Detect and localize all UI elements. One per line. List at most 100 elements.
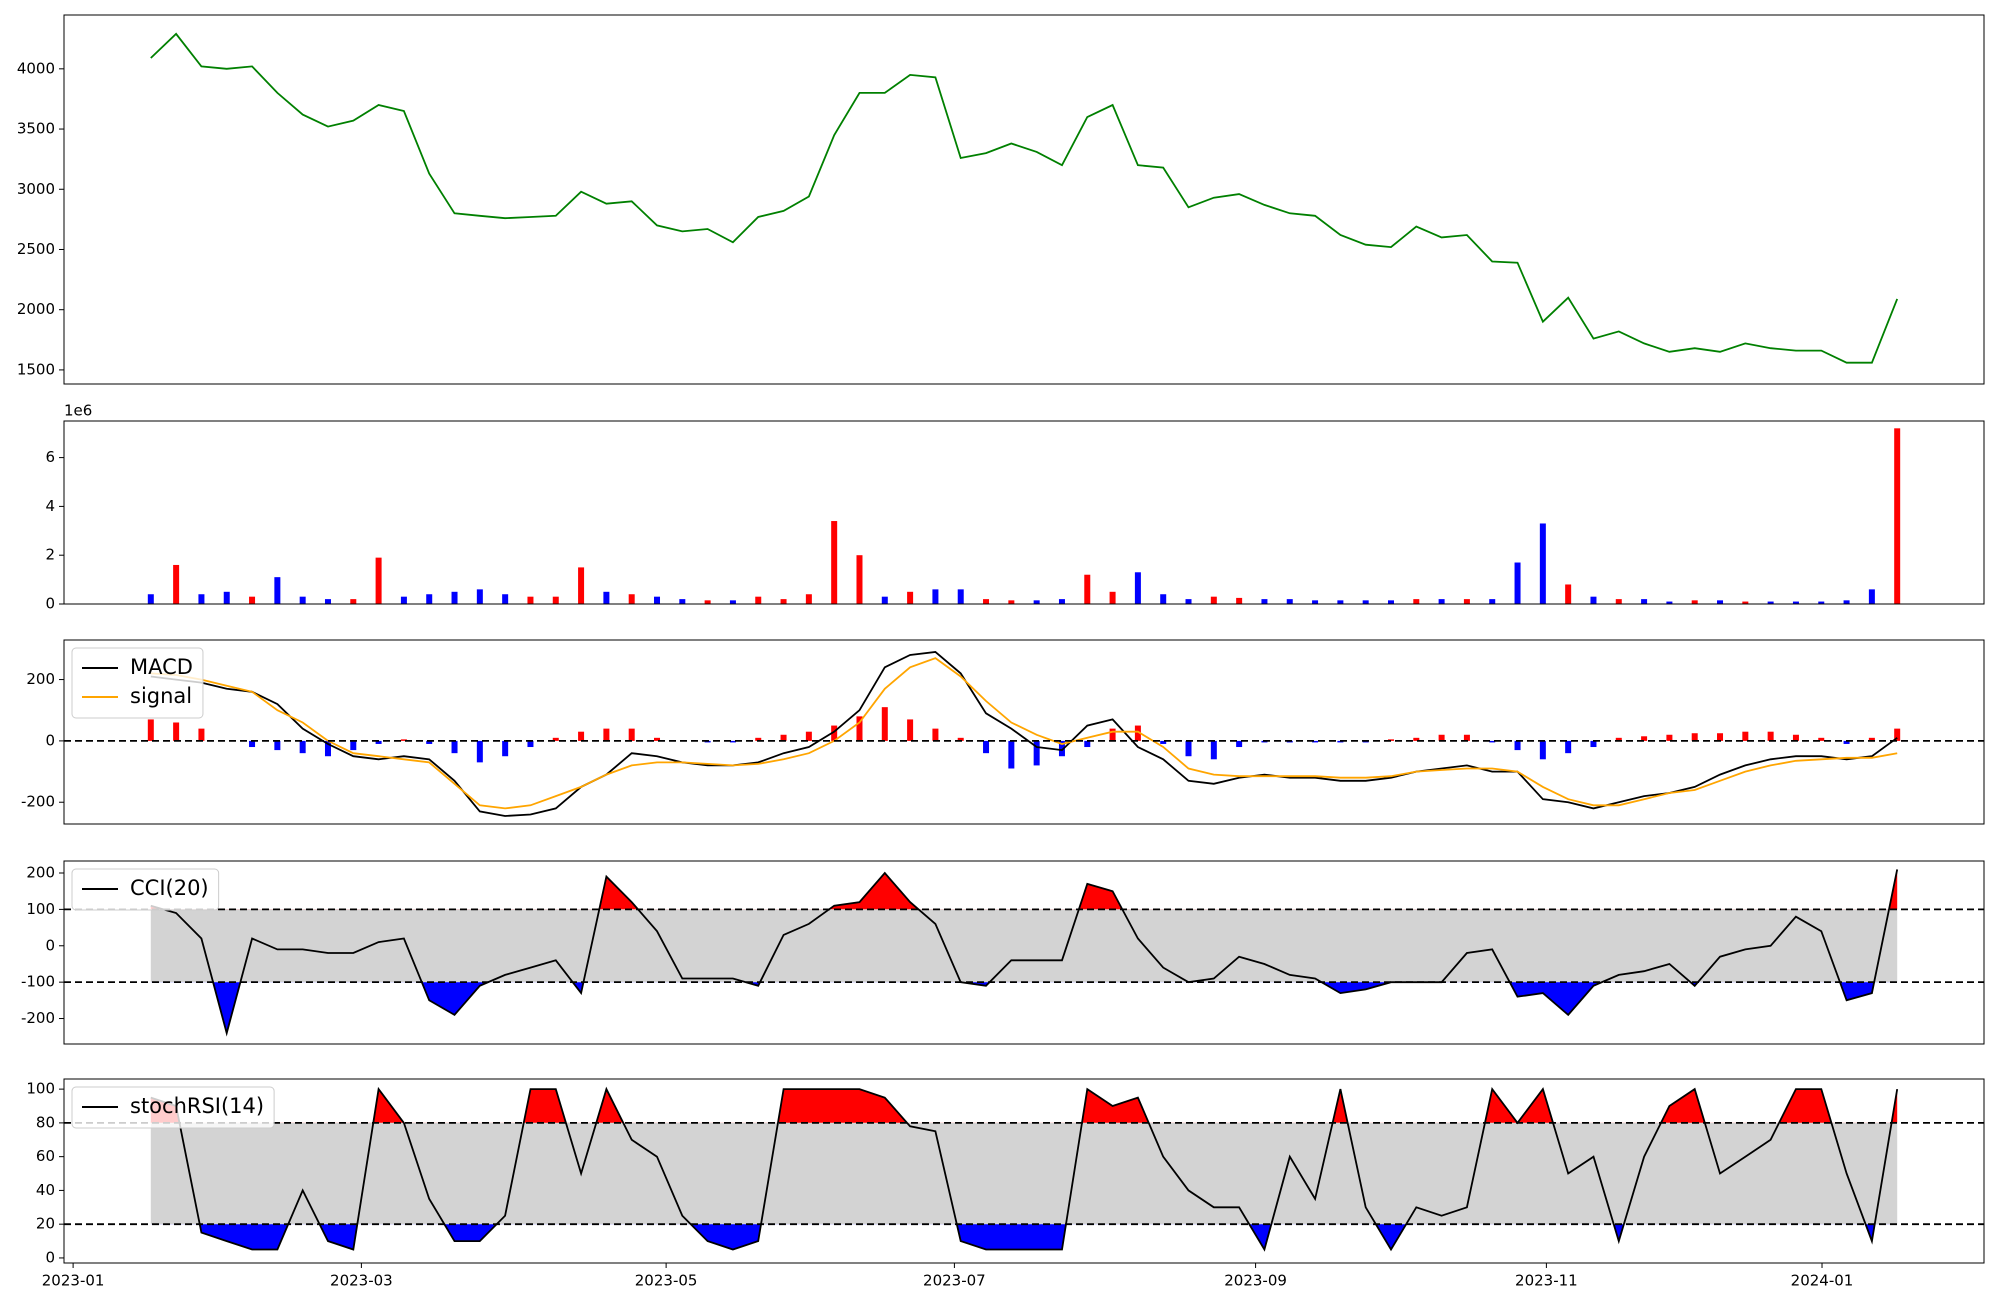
histogram-bar [729,740,736,743]
volume-bar [1666,601,1673,604]
histogram-bar [1210,740,1217,760]
volume-bar [1565,584,1572,604]
y-tick-label: 200 [26,864,55,882]
histogram-bar [932,728,939,741]
x-tick-label: 2023-01 [42,1272,105,1290]
volume-bar [1742,601,1749,604]
histogram-bar [299,740,306,754]
panel-frame [63,639,1985,825]
volume-bar [907,591,914,604]
volume-bar [324,599,331,604]
volume-bar [1312,600,1319,604]
histogram-bar [1539,740,1546,760]
legend-label: CCI(20) [130,876,209,900]
histogram-bar [1236,740,1243,748]
panel-frame [63,860,1985,1045]
volume-bar [1185,599,1192,604]
volume-bar [1008,600,1015,604]
x-tick-label: 2023-03 [330,1272,393,1290]
volume-bar [1818,601,1825,604]
histogram-bar [1084,740,1091,748]
legend-label: MACD [130,655,193,679]
y-tick-label: 2000 [17,300,55,318]
volume-bar [502,594,509,604]
y-tick-label: 80 [36,1113,55,1131]
x-tick-label: 2023-11 [1515,1272,1578,1290]
volume-bar [527,596,534,604]
histogram-bar [805,731,812,741]
histogram-bar [1767,731,1774,741]
histogram-bar [1894,728,1901,741]
volume-bar [983,599,990,604]
histogram-bar [426,740,433,744]
neutral-band [150,1122,1898,1225]
histogram-bar [1590,740,1597,748]
histogram-bar [1312,740,1319,743]
histogram-bar [1033,740,1040,766]
y-tick-label: 200 [26,670,55,688]
y-tick-label: 40 [36,1181,55,1199]
histogram-bar [1843,740,1850,744]
histogram-bar [1565,740,1572,754]
volume-bar [957,589,964,604]
volume-bar [1236,597,1243,604]
legend-label: signal [130,684,192,708]
volume-bar [603,591,610,604]
y-tick-label: 4 [45,497,55,515]
x-tick-label: 2024-01 [1791,1272,1854,1290]
y-tick-label: 3000 [17,180,55,198]
y-tick-label: 6 [45,448,55,466]
histogram-bar [983,740,990,754]
histogram-bar [654,737,661,741]
histogram-bar [1641,736,1648,741]
y-tick-label: 0 [45,595,55,613]
histogram-bar [400,739,407,741]
histogram-bar [274,740,281,751]
volume-bar [1261,599,1268,604]
volume-bar [198,594,205,604]
y-tick-label: 0 [45,936,55,954]
histogram-bar [249,740,256,748]
volume-bar [426,594,433,604]
volume-bar [780,599,787,604]
legend: MACD signal [71,647,204,719]
histogram-bar [1792,734,1799,741]
volume-bar [679,599,686,604]
volume-bar [578,567,585,604]
histogram-bar [527,740,534,748]
volume-bar [147,594,154,604]
histogram-bar [907,719,914,741]
histogram-bar [1413,737,1420,741]
histogram-bar [755,737,762,741]
y-tick-label: 20 [36,1215,55,1233]
histogram-bar [1818,737,1825,741]
histogram-bar [603,728,610,741]
volume-bar [1894,428,1901,604]
volume-bar [831,521,838,604]
volume-bar [1463,599,1470,604]
y-tick-label: 0 [45,731,55,749]
histogram-bar [1615,737,1622,741]
volume-bar [1590,596,1597,604]
indicator-line [150,657,1898,810]
volume-bar [274,577,281,604]
legend: stochRSI(14) [71,1086,275,1129]
histogram-bar [1058,740,1065,757]
histogram-bar [1691,733,1698,741]
volume-bar [1413,599,1420,604]
volume-bar [628,594,635,604]
volume-bar [881,596,888,604]
volume-bar [173,564,180,604]
y-tick-label: 3500 [17,120,55,138]
volume-bar [1387,600,1394,604]
y-tick-label: 0 [45,1248,55,1266]
volume-bar [375,557,382,604]
volume-bar [350,599,357,604]
histogram-bar [324,740,331,757]
histogram-bar [1160,740,1167,744]
histogram-bar [451,740,458,754]
histogram-bar [1717,733,1724,741]
volume-bar [1033,600,1040,604]
histogram-bar [476,740,483,763]
